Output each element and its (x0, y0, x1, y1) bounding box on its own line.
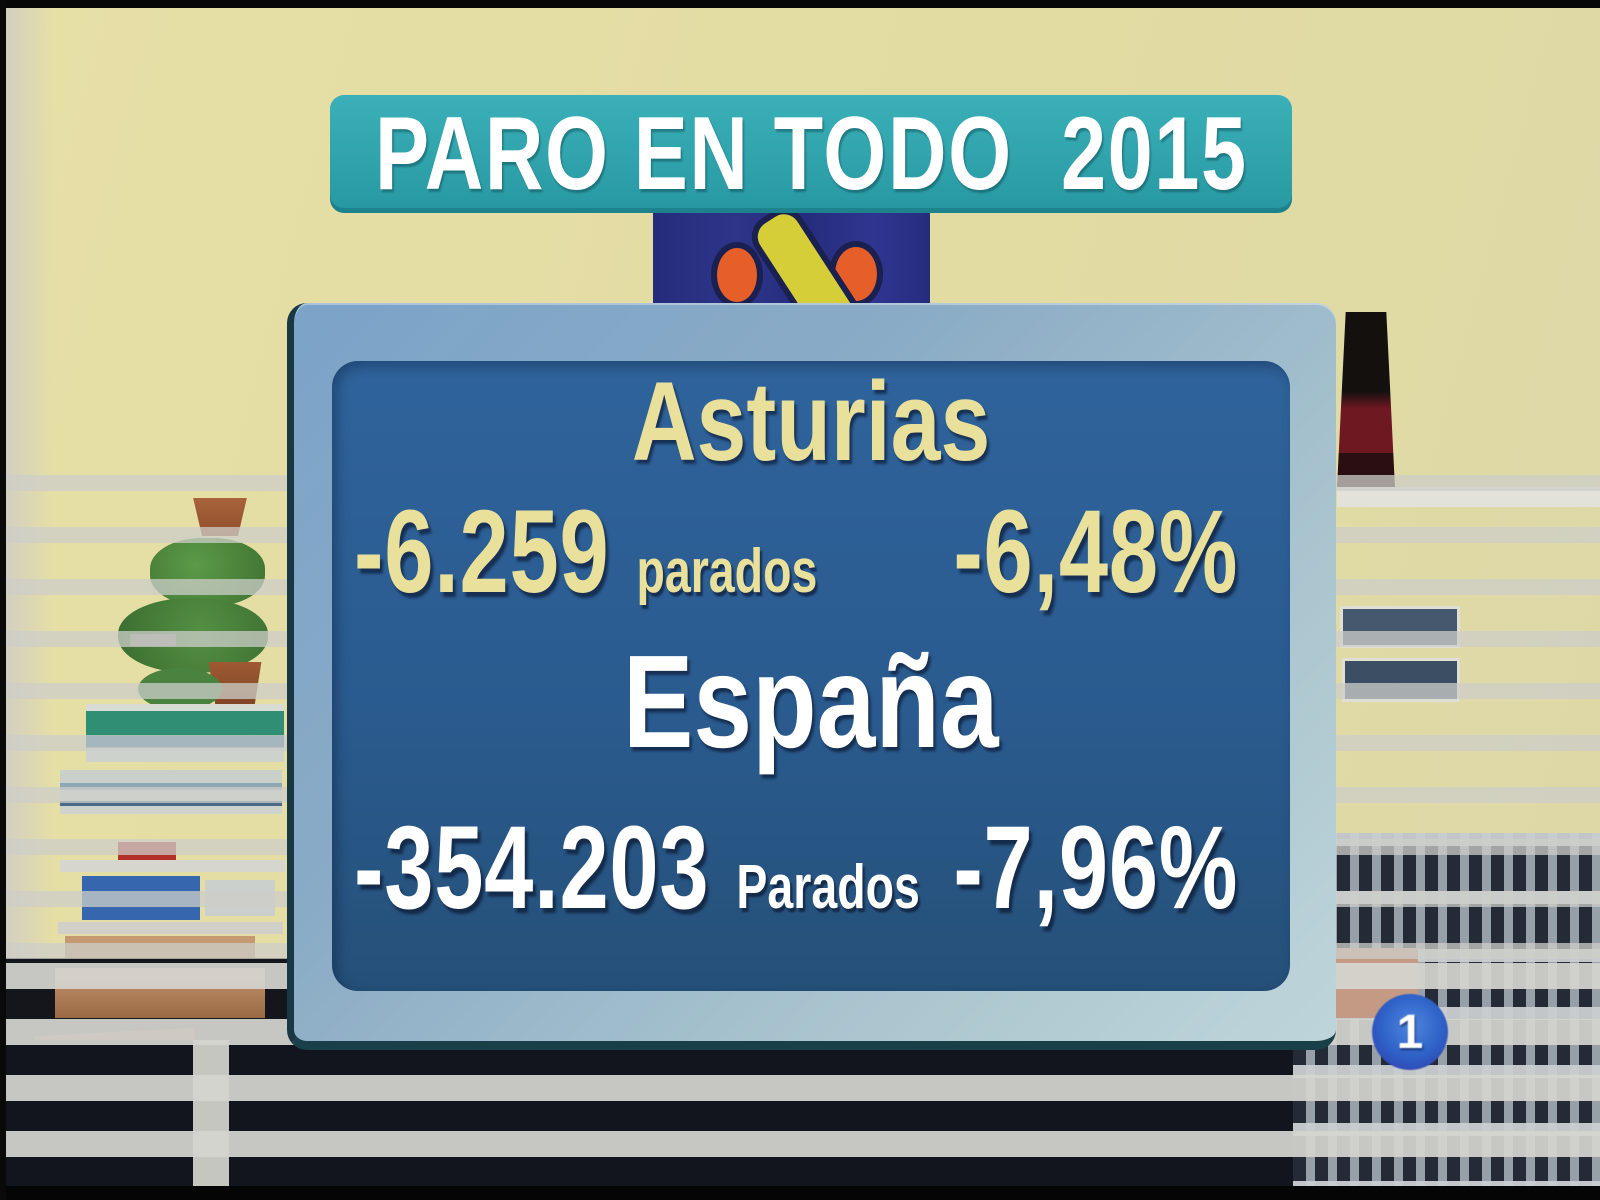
tve1-channel-badge: 1 (1372, 994, 1448, 1070)
region-change-absolute: -6.259 (354, 486, 610, 618)
country-unit-label: Parados (736, 853, 920, 922)
letterbox-bar-left (0, 0, 6, 1200)
region-name: Asturias (631, 359, 991, 484)
region-data-row: -6.259 parados -6,48% (354, 493, 1238, 611)
country-name: España (623, 628, 999, 775)
region-name-row: Asturias (332, 363, 1290, 481)
statistics-board: Asturias -6.259 parados -6,48% España -3… (332, 361, 1290, 991)
country-name-row: España (332, 628, 1290, 775)
employment-office-logo-icon (653, 212, 930, 307)
statistics-panel: Asturias -6.259 parados -6,48% España -3… (287, 303, 1336, 1050)
region-unit-label: parados (636, 537, 818, 606)
country-change-absolute: -354.203 (354, 802, 710, 934)
headline-banner: PARO EN TODO 2015 (330, 95, 1292, 213)
letterbox-bar-bottom (0, 1186, 1600, 1200)
country-data-row: -354.203 Parados -7,96% (354, 809, 1238, 927)
logo-dot-left-icon (711, 242, 763, 307)
region-change-percent: -6,48% (953, 486, 1239, 618)
channel-number: 1 (1396, 1005, 1424, 1059)
headline-title: PARO EN TODO 2015 (374, 95, 1248, 212)
bottle (1337, 312, 1395, 488)
letterbox-bar-top (0, 0, 1600, 8)
country-change-percent: -7,96% (953, 802, 1239, 934)
